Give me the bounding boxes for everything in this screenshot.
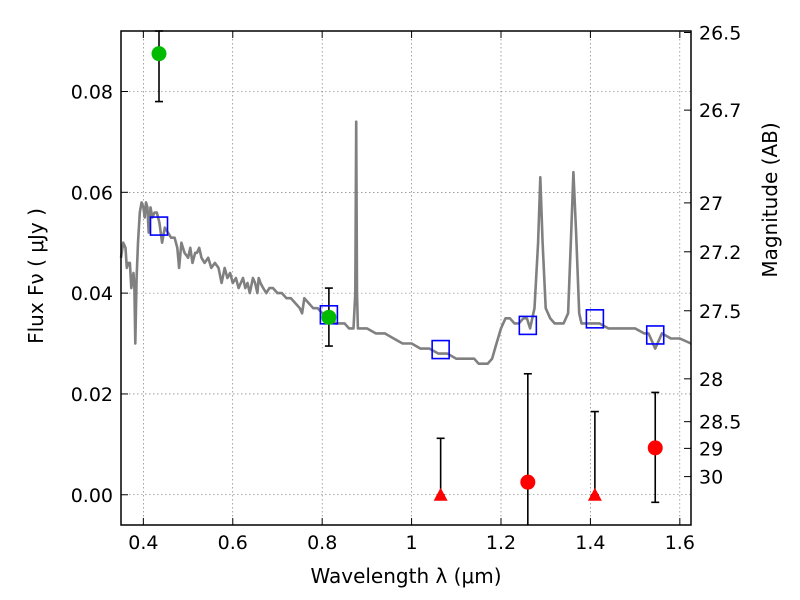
y2-tick-label: 26.7 (699, 100, 741, 122)
y2-tick-label: 28.5 (699, 412, 741, 434)
model-flux-square (149, 216, 169, 236)
y-tick-label: 0.04 (71, 283, 113, 305)
y2-axis-label: Magnitude (AB) (758, 122, 782, 277)
nondetection-point (647, 440, 663, 456)
x-tick-label: 0.6 (218, 532, 248, 554)
y-tick-label: 0.02 (71, 384, 113, 406)
nondetection-point (520, 474, 536, 490)
y2-tick-label: 27.2 (699, 242, 741, 264)
x-tick-label: 0.4 (128, 532, 158, 554)
y2-tick-label: 30 (699, 467, 723, 489)
x-tick-label: 1.6 (665, 532, 695, 554)
x-tick-label: 0.8 (307, 532, 337, 554)
data-series (119, 30, 692, 525)
x-axis-label: Wavelength λ (μm) (310, 564, 501, 588)
detection-point (151, 46, 167, 62)
y-tick-label: 0.06 (71, 182, 113, 204)
model-flux-square (645, 325, 665, 345)
model-flux-square (518, 315, 538, 336)
y2-tick-label: 29 (699, 438, 723, 460)
axis-ticks: 0.4 0.6 0.8 1 1.2 1.4 1.6 0.00 0.02 0.04 0.06 0.08 2… (71, 23, 742, 554)
plot-frame (120, 30, 692, 526)
x-tick-label: 1 (406, 532, 418, 554)
model-flux-square (585, 309, 605, 329)
y2-tick-label: 27 (699, 193, 723, 215)
upper-limit-triangle (587, 487, 602, 501)
model-flux-square (431, 339, 450, 360)
grid (121, 31, 691, 525)
y-tick-label: 0.00 (71, 485, 113, 507)
template-spectrum-line (119, 120, 692, 365)
upper-limit-triangle (433, 487, 448, 501)
x-tick-label: 1.4 (575, 532, 605, 554)
y2-tick-label: 28 (699, 369, 723, 391)
y-axis-label: Flux Fν ( μJy ) (24, 208, 48, 344)
y2-tick-label: 26.5 (699, 23, 741, 45)
y2-tick-label: 27.5 (699, 301, 741, 323)
x-tick-label: 1.2 (486, 532, 516, 554)
detection-point (321, 309, 337, 325)
y-tick-label: 0.08 (71, 81, 113, 103)
